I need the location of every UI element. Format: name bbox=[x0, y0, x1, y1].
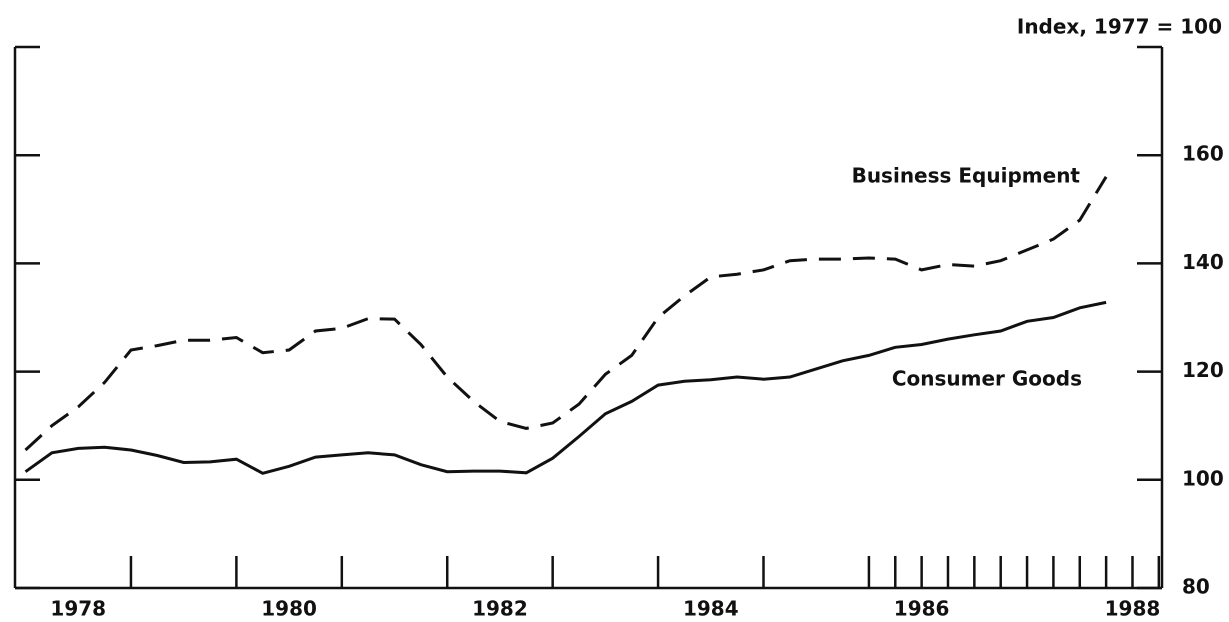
x-tick-label: 1980 bbox=[261, 597, 317, 621]
series-line bbox=[24, 176, 1108, 452]
y-tick-label: 100 bbox=[1182, 466, 1224, 490]
series-label: Consumer Goods bbox=[892, 367, 1082, 391]
y-tick-label: 120 bbox=[1182, 358, 1224, 382]
series-line bbox=[24, 300, 1107, 475]
x-tick-label: 1984 bbox=[683, 597, 739, 621]
y-tick-label: 80 bbox=[1182, 575, 1210, 599]
y-axis-label: Index, 1977 = 100 bbox=[1017, 15, 1222, 39]
x-tick-label: 1978 bbox=[50, 597, 106, 621]
y-tick-label: 160 bbox=[1182, 142, 1224, 166]
y-tick-label: 140 bbox=[1182, 250, 1224, 274]
x-tick-label: 1986 bbox=[894, 597, 950, 621]
series-label: Business Equipment bbox=[852, 164, 1081, 188]
x-tick-label: 1988 bbox=[1105, 597, 1161, 621]
x-tick-label: 1982 bbox=[472, 597, 528, 621]
